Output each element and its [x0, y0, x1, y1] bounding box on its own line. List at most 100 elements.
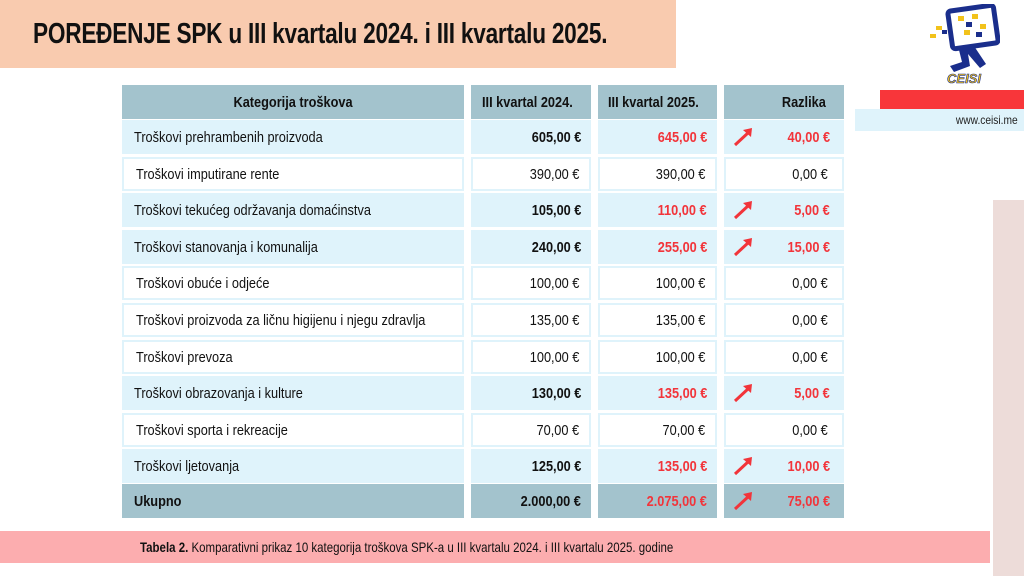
row-q2025-text: 100,00 € — [655, 274, 705, 292]
row-q2025: 70,00 € — [598, 413, 717, 447]
total-q2025-text: 2.075,00 € — [646, 492, 707, 510]
row-diff: 15,00 € — [724, 230, 844, 264]
row-diff-text: 0,00 € — [792, 274, 828, 292]
total-diff-text: 75,00 € — [787, 492, 830, 510]
row-q2024: 240,00 € — [471, 230, 591, 264]
row-category: Troškovi obuće i odjeće — [122, 266, 464, 300]
arrow-up-icon — [732, 383, 754, 403]
header-q2025: III kvartal 2025. — [598, 85, 717, 119]
row-diff-text: 15,00 € — [787, 238, 830, 256]
row-category-text: Troškovi prevoza — [136, 348, 233, 366]
row-category-text: Troškovi obrazovanja i kulture — [134, 384, 303, 402]
row-category-text: Troškovi proizvoda za ličnu higijenu i n… — [136, 311, 426, 329]
header-diff-text: Razlika — [782, 93, 827, 111]
row-diff-text: 0,00 € — [792, 165, 828, 183]
row-q2024: 105,00 € — [471, 193, 591, 227]
row-q2024-text: 605,00 € — [531, 128, 581, 146]
row-q2025: 135,00 € — [598, 303, 717, 337]
accent-bar — [880, 90, 1024, 109]
row-q2024-text: 130,00 € — [531, 384, 581, 402]
title-band: POREĐENJE SPK u III kvartalu 2024. i III… — [0, 0, 676, 68]
row-diff-text: 0,00 € — [792, 421, 828, 439]
row-diff-text: 0,00 € — [792, 348, 828, 366]
total-q2024: 2.000,00 € — [471, 484, 591, 518]
row-diff-text: 40,00 € — [787, 128, 830, 146]
row-q2025-text: 135,00 € — [655, 311, 705, 329]
row-q2025: 100,00 € — [598, 340, 717, 374]
website-link[interactable]: www.ceisi.me — [956, 113, 1018, 127]
caption-label: Tabela 2. — [140, 539, 189, 555]
row-q2025: 110,00 € — [598, 193, 717, 227]
row-diff: 40,00 € — [724, 120, 844, 154]
row-q2024: 100,00 € — [471, 266, 591, 300]
row-q2024: 70,00 € — [471, 413, 591, 447]
row-q2024-text: 125,00 € — [531, 457, 581, 475]
row-category: Troškovi prehrambenih proizvoda — [122, 120, 464, 154]
row-category-text: Troškovi prehrambenih proizvoda — [134, 128, 323, 146]
total-q2024-text: 2.000,00 € — [520, 492, 581, 510]
page-title: POREĐENJE SPK u III kvartalu 2024. i III… — [33, 18, 608, 50]
header-diff: Razlika — [724, 85, 844, 119]
row-q2025-text: 135,00 € — [657, 384, 707, 402]
row-q2025-text: 645,00 € — [657, 128, 707, 146]
row-q2025-text: 70,00 € — [662, 421, 705, 439]
row-category-text: Troškovi stanovanja i komunalija — [134, 238, 318, 256]
caption-text: Komparativni prikaz 10 kategorija troško… — [188, 539, 674, 555]
row-category: Troškovi obrazovanja i kulture — [122, 376, 464, 410]
row-q2024-text: 135,00 € — [529, 311, 579, 329]
row-category: Troškovi ljetovanja — [122, 449, 464, 483]
header-category-text: Kategorija troškova — [233, 93, 353, 111]
header-q2025-text: III kvartal 2025. — [608, 93, 699, 111]
arrow-up-icon — [732, 127, 754, 147]
arrow-up-icon — [732, 237, 754, 257]
row-diff-text: 5,00 € — [794, 201, 830, 219]
row-q2024-text: 240,00 € — [531, 238, 581, 256]
arrow-up-icon — [732, 200, 754, 220]
row-diff-text: 0,00 € — [792, 311, 828, 329]
row-q2025-text: 255,00 € — [657, 238, 707, 256]
row-q2025-text: 390,00 € — [655, 165, 705, 183]
header-q2024: III kvartal 2024. — [471, 85, 591, 119]
ceisi-logo: CEISI — [930, 4, 1000, 86]
row-q2025: 645,00 € — [598, 120, 717, 154]
row-q2024-text: 100,00 € — [529, 274, 579, 292]
row-q2024-text: 100,00 € — [529, 348, 579, 366]
row-category: Troškovi tekućeg održavanja domaćinstva — [122, 193, 464, 227]
table-caption: Tabela 2. Komparativni prikaz 10 kategor… — [140, 539, 673, 555]
row-q2025-text: 110,00 € — [658, 201, 707, 219]
row-q2024: 390,00 € — [471, 157, 591, 191]
total-label-text: Ukupno — [134, 492, 182, 510]
row-diff: 0,00 € — [724, 157, 844, 191]
side-decoration — [993, 200, 1024, 576]
url-band: www.ceisi.me — [855, 109, 1024, 131]
arrow-up-icon — [732, 456, 754, 476]
row-q2025: 135,00 € — [598, 449, 717, 483]
row-q2024: 605,00 € — [471, 120, 591, 154]
row-q2025: 100,00 € — [598, 266, 717, 300]
total-diff: 75,00 € — [724, 484, 844, 518]
row-category: Troškovi sporta i rekreacije — [122, 413, 464, 447]
row-q2025: 135,00 € — [598, 376, 717, 410]
row-diff: 5,00 € — [724, 376, 844, 410]
row-category: Troškovi proizvoda za ličnu higijenu i n… — [122, 303, 464, 337]
row-q2024: 100,00 € — [471, 340, 591, 374]
row-category-text: Troškovi tekućeg održavanja domaćinstva — [134, 201, 371, 219]
arrow-up-icon — [732, 491, 754, 511]
header-category: Kategorija troškova — [122, 85, 464, 119]
row-category: Troškovi stanovanja i komunalija — [122, 230, 464, 264]
row-q2025: 255,00 € — [598, 230, 717, 264]
row-diff-text: 10,00 € — [787, 457, 830, 475]
row-category-text: Troškovi sporta i rekreacije — [136, 421, 288, 439]
svg-text:CEISI: CEISI — [947, 71, 981, 86]
row-category: Troškovi prevoza — [122, 340, 464, 374]
total-label: Ukupno — [122, 484, 464, 518]
row-q2024: 125,00 € — [471, 449, 591, 483]
caption-band: Tabela 2. Komparativni prikaz 10 kategor… — [0, 531, 990, 563]
row-diff: 0,00 € — [724, 266, 844, 300]
row-category: Troškovi imputirane rente — [122, 157, 464, 191]
row-q2025-text: 100,00 € — [655, 348, 705, 366]
row-diff: 5,00 € — [724, 193, 844, 227]
row-category-text: Troškovi imputirane rente — [136, 165, 280, 183]
row-diff: 0,00 € — [724, 413, 844, 447]
row-q2024-text: 390,00 € — [529, 165, 579, 183]
